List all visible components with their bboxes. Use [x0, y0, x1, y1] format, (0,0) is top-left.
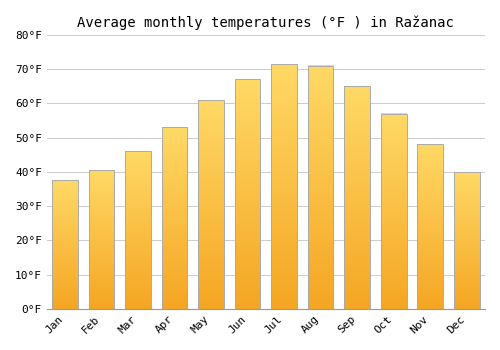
- Bar: [52, 180, 78, 309]
- Bar: [89, 170, 114, 309]
- Bar: [235, 79, 260, 309]
- Bar: [308, 66, 334, 309]
- Bar: [126, 151, 151, 309]
- Bar: [272, 64, 297, 309]
- Bar: [454, 172, 479, 309]
- Bar: [381, 114, 406, 309]
- Bar: [162, 127, 188, 309]
- Title: Average monthly temperatures (°F ) in Ražanac: Average monthly temperatures (°F ) in Ra…: [78, 15, 454, 29]
- Bar: [344, 86, 370, 309]
- Bar: [198, 100, 224, 309]
- Bar: [418, 145, 443, 309]
